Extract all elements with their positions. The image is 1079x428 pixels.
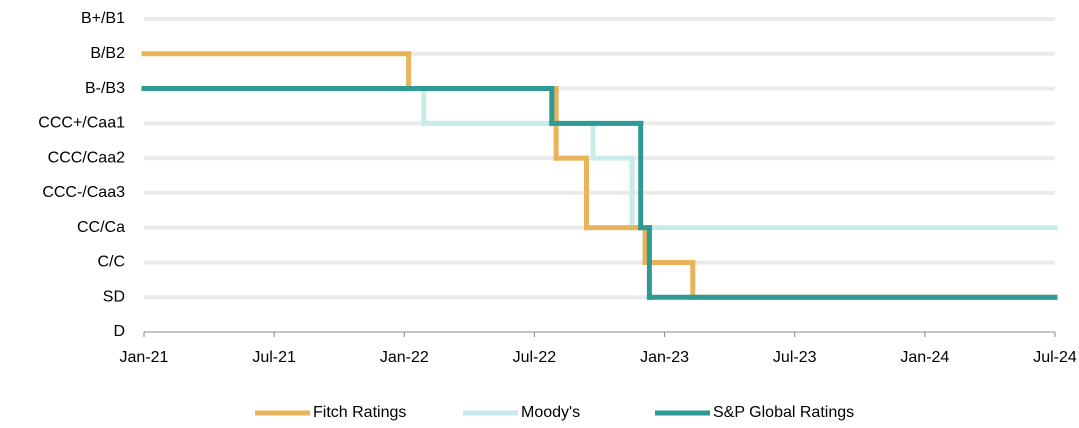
y-tick-label: CCC+/Caa1 — [38, 115, 125, 132]
legend-label: Fitch Ratings — [313, 404, 406, 421]
y-tick-label: C/C — [97, 254, 125, 271]
x-tick-label: Jul-22 — [513, 349, 557, 366]
y-tick-label: CCC-/Caa3 — [42, 184, 125, 201]
y-tick-label: B/B2 — [90, 45, 125, 62]
y-tick-label: CCC/Caa2 — [48, 149, 125, 166]
x-tick-label: Jan-24 — [900, 349, 949, 366]
x-tick-label: Jan-23 — [640, 349, 689, 366]
y-tick-label: SD — [103, 288, 125, 305]
x-tick-label: Jan-22 — [380, 349, 429, 366]
y-tick-label: CC/Ca — [77, 219, 125, 236]
legend-label: S&P Global Ratings — [713, 404, 854, 421]
y-tick-label: B-/B3 — [85, 80, 125, 97]
y-tick-label: D — [113, 323, 125, 340]
x-tick-label: Jul-23 — [773, 349, 817, 366]
x-tick-label: Jul-21 — [252, 349, 296, 366]
y-tick-label: B+/B1 — [81, 10, 125, 27]
x-tick-label: Jan-21 — [120, 349, 169, 366]
legend-label: Moody's — [521, 404, 580, 421]
x-tick-label: Jul-24 — [1033, 349, 1077, 366]
